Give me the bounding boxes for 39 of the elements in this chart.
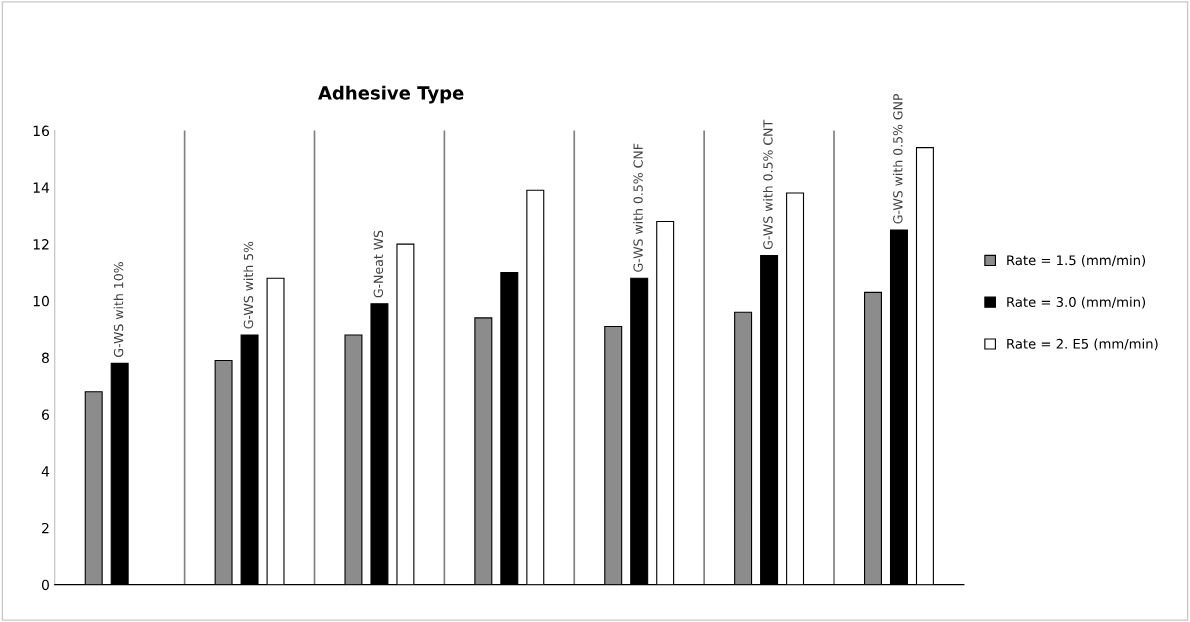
bar [863,291,882,585]
bar [760,254,779,585]
x-tick-label: G-WS with 0.5% CNF [633,143,643,272]
bar [344,334,363,585]
legend-label: Rate = 3.0 (mm/min) [1007,296,1146,309]
bar [656,220,675,585]
y-tick-label: 12 [33,239,49,250]
y-tick-label: 8 [41,352,49,364]
bar [889,229,908,585]
bar [240,334,259,585]
bar [84,391,103,585]
bar [266,277,285,585]
x-tick-label: G-WS with 10% [113,262,124,357]
bar [370,303,389,585]
bar [734,311,753,585]
x-tick-label: G-Neat WS [373,230,384,298]
x-tick-label: G-WS with 0.5% GNP [892,93,903,224]
y-tick-label: 10 [33,295,49,307]
bar [474,317,493,585]
bar [604,325,623,585]
y-tick-label: 4 [41,466,50,477]
x-tick-label: G-WS with 5% [243,241,254,329]
bar [630,277,649,585]
legend-label: Rate = 2. E5 (mm/min) [1007,338,1158,351]
y-tick-label: 14 [33,182,50,193]
y-tick-label: 16 [33,125,49,137]
y-tick-label: 0 [41,579,49,591]
legend-label: Rate = 1.5 (mm/min) [1007,254,1146,267]
y-tick-label: 2 [42,522,49,534]
y-tick-label: 6 [42,409,49,420]
bar [500,271,519,585]
x-tick-label: G-WS with 0.5% CNT [763,119,773,250]
bar [396,243,415,585]
bar [915,147,934,585]
bar [786,192,805,585]
bar [214,359,233,585]
bar [110,362,129,585]
bar [526,189,545,585]
chart-title: Adhesive Type [318,85,464,104]
